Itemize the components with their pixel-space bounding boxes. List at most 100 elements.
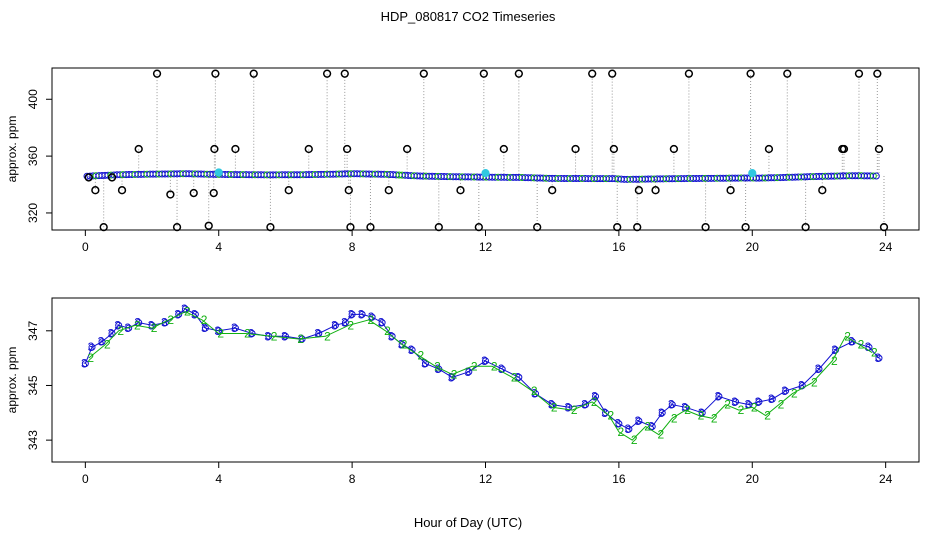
series-point-label: 3 (114, 318, 121, 332)
spike-point (499, 144, 508, 154)
spike-point (117, 186, 127, 195)
series-point-label: 3 (174, 307, 181, 321)
spike-point (249, 69, 258, 78)
calibration-point (481, 169, 490, 178)
series-point (782, 387, 790, 395)
series-point-label: 3 (248, 327, 255, 341)
spike-point (839, 144, 849, 154)
series-point-label: 3 (698, 406, 705, 420)
series-point-label: 3 (648, 419, 655, 433)
series-point-label: 3 (848, 335, 855, 349)
series-point-label: 3 (625, 422, 632, 436)
series-point-label: 2 (434, 359, 441, 373)
y-tick-label: 400 (26, 89, 40, 109)
series-point-label: 3 (378, 316, 385, 330)
spike-point (172, 223, 182, 232)
series-point-label: 3 (448, 370, 455, 384)
series-point-label: 2 (451, 368, 458, 382)
series-point (615, 420, 623, 428)
series-point (875, 354, 883, 362)
spike-point (854, 69, 864, 78)
series-point (755, 398, 763, 406)
series-point (108, 330, 116, 338)
spike-point (166, 190, 175, 199)
x-tick-label: 0 (82, 240, 89, 254)
series-point (582, 401, 590, 409)
plot-frame (51, 67, 920, 231)
series-point-label: 2 (104, 337, 111, 351)
series-point-label: 2 (297, 332, 304, 346)
series-point-label: 2 (811, 376, 818, 390)
series-point-label: 3 (875, 351, 882, 365)
series-point-label: 2 (471, 359, 478, 373)
series-point (368, 313, 376, 321)
series-point-label: 2 (618, 425, 625, 439)
series-point-label: 3 (498, 362, 505, 376)
series-point-label: 2 (117, 324, 124, 338)
series-point-label: 3 (481, 354, 488, 368)
series-point-label: 2 (724, 398, 731, 412)
series-point (625, 425, 633, 433)
spike-point (284, 186, 293, 195)
series-point-label: 3 (181, 302, 188, 316)
plot-frame (51, 297, 920, 463)
series-point (81, 360, 89, 368)
series-point-label: 3 (134, 316, 141, 330)
series-line (88, 311, 873, 441)
series-point-label: 3 (434, 362, 441, 376)
series-point-label: 3 (798, 378, 805, 392)
series-point (331, 321, 339, 329)
series-point-label: 3 (88, 340, 95, 354)
series-point-label: 2 (631, 433, 638, 447)
spike-point (344, 186, 353, 195)
series-point-label: 2 (271, 329, 278, 343)
series-point-label: 2 (184, 305, 191, 319)
x-tick-label: 20 (746, 472, 760, 486)
y-tick-label: 360 (26, 146, 40, 166)
series-point-label: 2 (401, 337, 408, 351)
x-axis-label: Hour of Day (UTC) (413, 515, 523, 530)
spike-point (801, 223, 810, 232)
spike-point (634, 186, 644, 195)
series-point-label: 2 (531, 384, 538, 398)
series-point-label: 2 (831, 354, 838, 368)
series-point (648, 422, 656, 430)
series-point-label: 3 (731, 395, 738, 409)
series-point (388, 332, 396, 340)
chart-title: HDP_080817 CO2 Timeseries (380, 9, 556, 24)
spike-point (189, 188, 198, 198)
series-point-label: 2 (134, 318, 141, 332)
spike-point (609, 144, 619, 154)
series-point-label: 2 (491, 359, 498, 373)
spike-point (322, 69, 332, 78)
series-point (88, 343, 96, 351)
spike-point (818, 186, 827, 195)
series-point-label: 2 (698, 409, 705, 423)
spike-point (204, 221, 213, 230)
series-point-label: 3 (331, 318, 338, 332)
y-tick-label: 347 (26, 320, 40, 340)
series-point-label: 3 (658, 406, 665, 420)
series-point-label: 3 (281, 329, 288, 343)
spike-point (384, 186, 393, 195)
series-point-label: 2 (571, 403, 578, 417)
calibration-point (748, 169, 757, 178)
spike-point (231, 144, 240, 154)
series-point-label: 3 (341, 316, 348, 330)
series-point-label: 2 (151, 321, 158, 335)
series-point (348, 310, 356, 318)
baseline-point (869, 172, 877, 180)
spike-point (588, 69, 597, 78)
spike-point (340, 69, 349, 78)
series-point (768, 395, 776, 403)
spike-point (613, 223, 622, 232)
series-point-label: 3 (865, 340, 872, 354)
series-point-label: 2 (764, 409, 771, 423)
spike-point (669, 144, 679, 154)
series-point (482, 357, 489, 365)
series-point-label: 3 (531, 387, 538, 401)
series-point-label: 3 (548, 398, 555, 412)
series-point-label: 3 (464, 365, 471, 379)
spike-point (107, 173, 117, 182)
